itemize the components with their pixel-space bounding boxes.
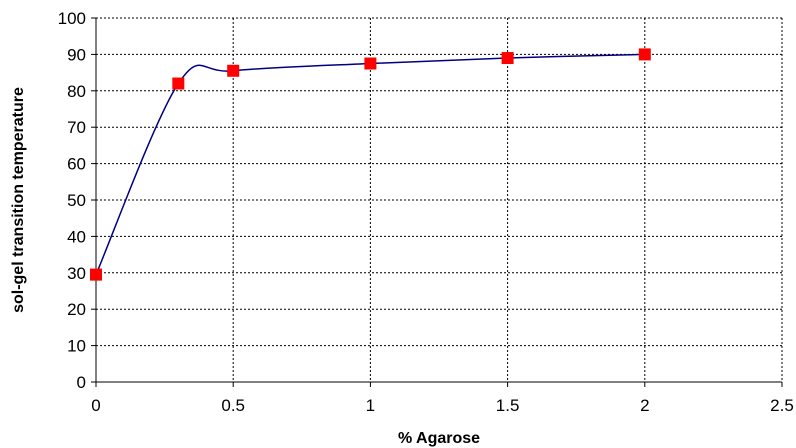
y-tick-label: 70 bbox=[67, 118, 86, 137]
x-tick-label: 2.5 bbox=[770, 396, 794, 415]
x-tick-label: 2 bbox=[640, 396, 649, 415]
x-tick-label: 1 bbox=[366, 396, 375, 415]
axes bbox=[91, 17, 783, 387]
y-tick-label: 50 bbox=[67, 191, 86, 210]
y-tick-label: 60 bbox=[67, 155, 86, 174]
y-tick-label: 0 bbox=[77, 373, 86, 392]
data-point-marker bbox=[364, 57, 377, 70]
x-tick-labels: 0 0.5 1 1.5 2 2.5 bbox=[91, 396, 794, 415]
y-tick-labels: 0 10 20 30 40 50 60 70 80 90 100 bbox=[58, 9, 86, 392]
y-tick-label: 100 bbox=[58, 9, 86, 28]
x-tick-label: 0 bbox=[91, 396, 100, 415]
data-point-marker bbox=[501, 52, 514, 65]
series-line bbox=[95, 53, 645, 275]
y-tick-label: 20 bbox=[67, 300, 86, 319]
x-tick-label: 0.5 bbox=[221, 396, 245, 415]
y-tick-label: 90 bbox=[67, 45, 86, 64]
y-tick-label: 80 bbox=[67, 82, 86, 101]
x-axis-title: % Agarose bbox=[398, 430, 480, 447]
y-axis-title: sol-gel transition temperature bbox=[10, 87, 27, 313]
y-tick-label: 10 bbox=[67, 337, 86, 356]
data-point-marker bbox=[90, 268, 102, 281]
data-series bbox=[90, 48, 651, 281]
y-tick-label: 30 bbox=[67, 264, 86, 283]
data-point-marker bbox=[638, 48, 651, 61]
gridlines bbox=[96, 17, 783, 382]
data-point-marker bbox=[172, 77, 185, 90]
data-point-marker bbox=[227, 64, 240, 77]
plot-area bbox=[96, 18, 782, 382]
y-tick-label: 40 bbox=[67, 227, 86, 246]
x-tick-label: 1.5 bbox=[496, 396, 520, 415]
